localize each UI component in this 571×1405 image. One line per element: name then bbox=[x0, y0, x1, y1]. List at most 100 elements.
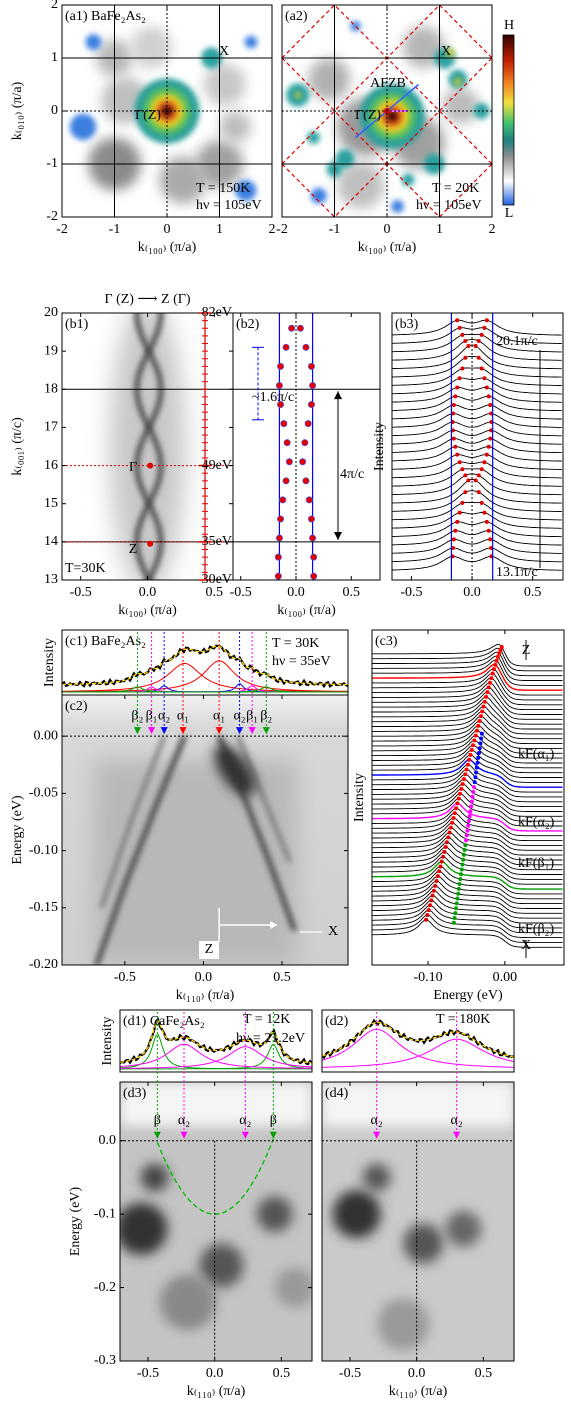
annotation: Z bbox=[522, 643, 531, 658]
y-tick-label: -1 bbox=[46, 156, 58, 171]
intensity-blob bbox=[256, 1196, 293, 1233]
edc-curve bbox=[372, 919, 563, 948]
data-point bbox=[307, 515, 315, 523]
peak-dot bbox=[459, 786, 464, 791]
y-axis-label: Intensity bbox=[352, 773, 367, 822]
peak-dot bbox=[466, 478, 471, 483]
peak-dot bbox=[460, 366, 465, 371]
panel-body bbox=[62, 630, 348, 695]
peak-dot bbox=[430, 893, 435, 898]
intensity-blob bbox=[274, 1267, 312, 1308]
edc-curve bbox=[372, 749, 563, 778]
panel-body bbox=[120, 1010, 312, 1072]
x-axis-label: k₍₁₁₀₎ (π/a) bbox=[187, 1384, 246, 1399]
y-tick-label: 17 bbox=[44, 420, 58, 435]
colorbar-low: L bbox=[505, 206, 514, 221]
edc-curve bbox=[372, 860, 563, 890]
peak-dot bbox=[457, 460, 462, 465]
edc-curve bbox=[372, 866, 563, 895]
y-tick-label: 15 bbox=[44, 496, 58, 511]
peak-dot bbox=[451, 403, 456, 408]
afzb-line bbox=[282, 163, 336, 217]
band-marker bbox=[153, 1131, 161, 1139]
edc-curve bbox=[392, 538, 562, 554]
edc-curve bbox=[372, 730, 563, 759]
arrow-head bbox=[270, 920, 278, 929]
panel-title: (c3) bbox=[375, 634, 398, 649]
band-marker-label: α₁ bbox=[177, 708, 189, 723]
intensity-blob bbox=[203, 63, 246, 106]
x-tick-label: -2 bbox=[56, 222, 68, 237]
peak-dot bbox=[454, 806, 459, 811]
peak-dot bbox=[431, 888, 436, 893]
y-tick-label: 19 bbox=[44, 343, 58, 358]
peak-dot bbox=[453, 911, 458, 916]
peak-dot bbox=[488, 436, 493, 441]
peak-dot bbox=[471, 743, 476, 748]
peak-dot bbox=[495, 654, 500, 659]
x-axis-label: k₍₁₀₀₎ (π/a) bbox=[277, 603, 336, 618]
x-tick-label: 2 bbox=[489, 222, 496, 237]
intensity-blob bbox=[160, 1274, 216, 1331]
peak-dot bbox=[452, 811, 457, 816]
edc-curve bbox=[392, 367, 562, 386]
intensity-blob bbox=[214, 744, 256, 797]
data-point bbox=[277, 362, 285, 370]
peak-dot bbox=[476, 723, 481, 728]
peak-dot bbox=[464, 767, 469, 772]
fit-curve bbox=[62, 645, 348, 686]
peak-dot bbox=[457, 376, 462, 381]
annotation: Z bbox=[129, 542, 138, 557]
intensity-blob bbox=[362, 1163, 391, 1192]
y-tick-label: -0.1 bbox=[94, 1206, 116, 1221]
annotation: Γ(Z) bbox=[135, 108, 161, 123]
y-tick-label: 2 bbox=[51, 0, 58, 12]
energy-tick-label: 30eV bbox=[202, 572, 232, 587]
peak-dot bbox=[472, 738, 477, 743]
edc-curve bbox=[372, 841, 563, 871]
intensity-blob bbox=[308, 58, 351, 101]
edc-curve bbox=[372, 802, 563, 832]
fit-component bbox=[120, 1046, 312, 1069]
band-marker bbox=[241, 1131, 249, 1139]
band-marker-label: β₁ bbox=[246, 708, 258, 723]
peak-dot bbox=[476, 338, 481, 343]
band-marker bbox=[373, 1131, 381, 1139]
panel-bg bbox=[233, 313, 380, 580]
spectrum-curve bbox=[322, 1018, 514, 1060]
peak-dot bbox=[456, 886, 461, 891]
annotation: T = 150K bbox=[196, 181, 250, 196]
peak-dot bbox=[463, 772, 468, 777]
edc-curve bbox=[392, 547, 562, 563]
annotation: kF(β₂) bbox=[518, 922, 554, 937]
intensity-blob bbox=[307, 131, 320, 144]
panel-body bbox=[322, 1082, 514, 1361]
panel-title: (d2) bbox=[325, 1014, 349, 1029]
band-marker-label: α₂ bbox=[233, 708, 245, 723]
data-point bbox=[293, 306, 299, 312]
panel-body bbox=[282, 5, 492, 217]
edc-curve bbox=[392, 404, 562, 420]
peak-dot bbox=[435, 874, 440, 879]
panel-body bbox=[62, 5, 272, 217]
peak-dot bbox=[485, 690, 490, 695]
edc-curve bbox=[372, 691, 563, 720]
intensity-blob bbox=[454, 78, 462, 86]
y-axis-label: Intensity bbox=[372, 422, 387, 471]
annotation: T = 12K bbox=[243, 1012, 290, 1027]
y-tick-label: 1 bbox=[51, 50, 58, 65]
peak-dot bbox=[480, 709, 485, 714]
x-axis-label: k₍₁₀₀₎ (π/a) bbox=[358, 240, 417, 255]
edc-curve bbox=[372, 715, 563, 745]
x-tick-label: 0.0 bbox=[463, 585, 481, 600]
data-point bbox=[302, 477, 310, 485]
peak-dot bbox=[481, 704, 486, 709]
z-point bbox=[147, 540, 154, 547]
data-point bbox=[275, 534, 283, 542]
fit-component bbox=[62, 662, 348, 693]
x-tick-label: 0.5 bbox=[343, 585, 361, 600]
peak-dot bbox=[461, 852, 466, 857]
data-point bbox=[302, 343, 310, 351]
peak-dot bbox=[486, 444, 491, 449]
peak-dot bbox=[457, 510, 462, 515]
